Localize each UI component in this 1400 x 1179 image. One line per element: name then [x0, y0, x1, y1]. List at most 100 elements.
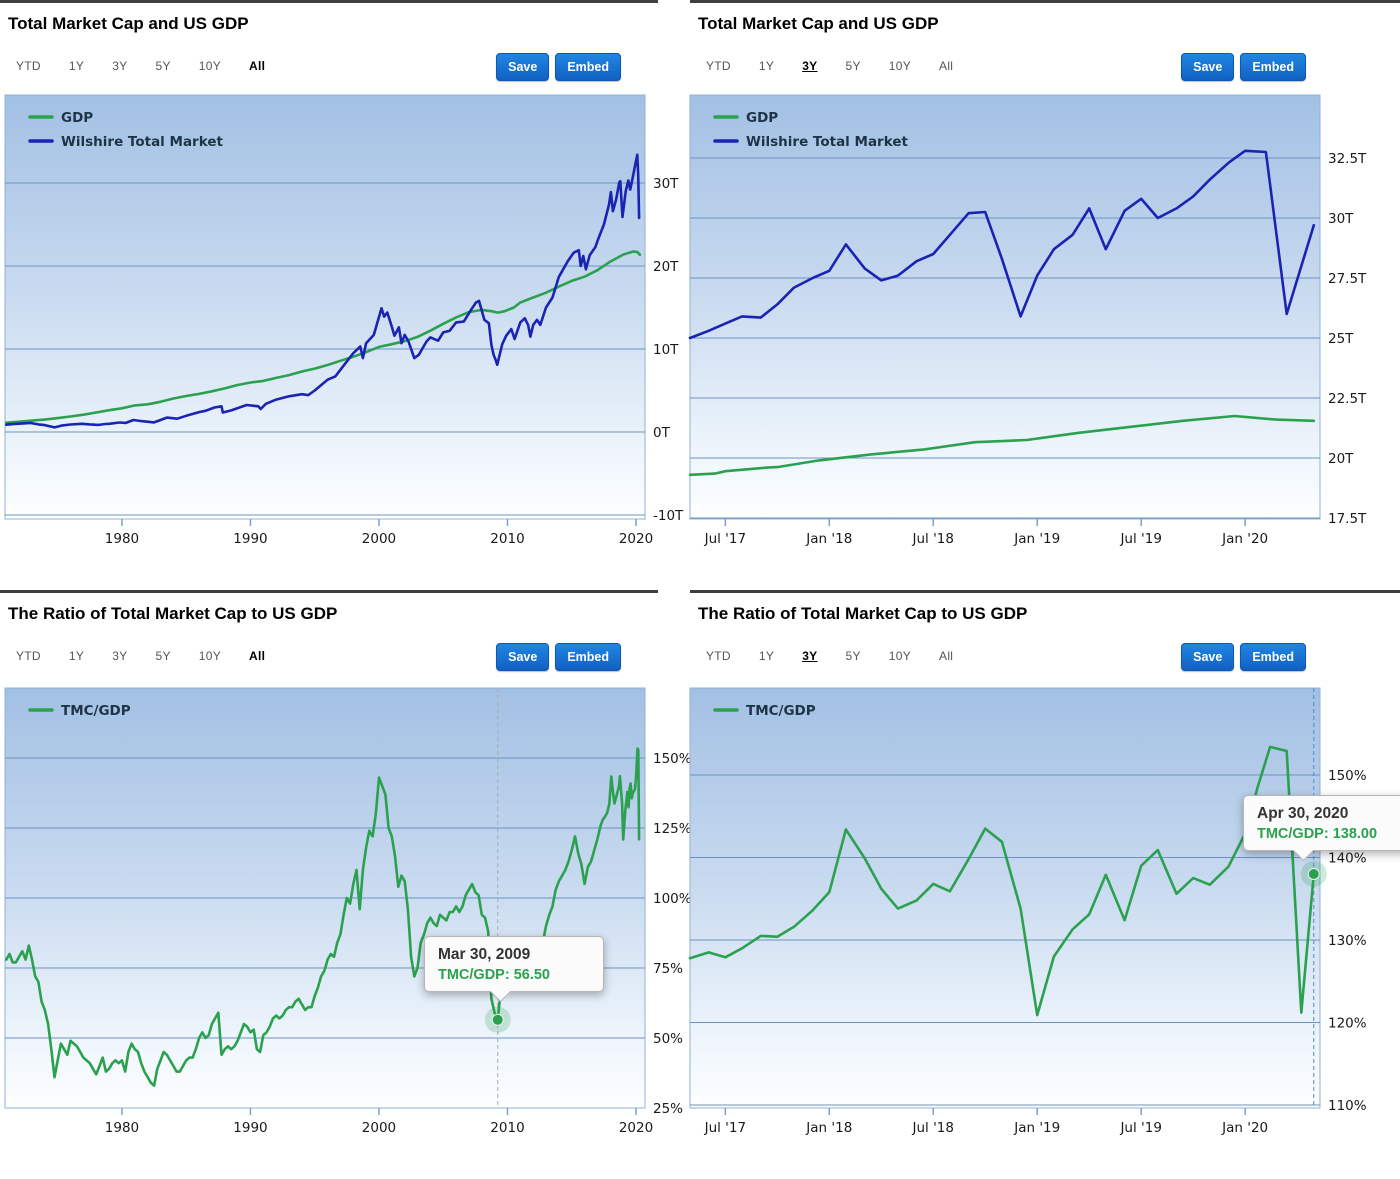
range-selector: YTD 1Y 3Y 5Y 10Y All [16, 59, 265, 73]
chart-ratio-3y: 150% 140% 130% 120% 110% Jul '17 Jan '18 Jul '1… [688, 687, 1367, 1136]
embed-button[interactable]: Embed [555, 53, 621, 81]
range-ytd[interactable]: YTD [16, 59, 41, 73]
y-axis-label: 27.5T [1328, 271, 1367, 287]
divider [690, 590, 1400, 593]
range-1y[interactable]: 1Y [68, 59, 85, 73]
y-axis-label: 30T [1328, 211, 1354, 227]
range-10y[interactable]: 10Y [888, 59, 912, 73]
range-1y[interactable]: 1Y [68, 649, 85, 663]
x-axis-label: Jan '19 [1013, 1120, 1060, 1136]
y-axis-label: 25T [1328, 331, 1354, 347]
save-button[interactable]: Save [1181, 53, 1235, 81]
chart-toolbar: YTD 1Y 3Y 5Y 10Y All Save Embed [0, 643, 658, 673]
data-point-marker[interactable] [1307, 867, 1320, 880]
legend-label[interactable]: GDP [746, 110, 778, 126]
range-5y[interactable]: 5Y [845, 59, 861, 73]
x-axis-label: Jan '18 [805, 1120, 852, 1136]
range-ytd[interactable]: YTD [16, 649, 41, 663]
series-wilshire-total-market[interactable] [688, 149, 1316, 340]
x-axis-label: 2000 [362, 531, 396, 547]
y-axis-label: 50% [653, 1031, 683, 1047]
range-1y[interactable]: 1Y [758, 59, 775, 73]
range-all[interactable]: All [939, 59, 954, 73]
range-ytd[interactable]: YTD [706, 59, 731, 73]
panel-tmc-gdp-3y: Total Market Cap and US GDP YTD 1Y 3Y 5Y 10Y… [690, 0, 1400, 590]
x-axis-label: Jan '18 [805, 531, 852, 547]
range-10y[interactable]: 10Y [198, 59, 222, 73]
range-5y[interactable]: 5Y [155, 649, 171, 663]
x-axis-label: 2020 [619, 1120, 653, 1136]
chart-tmc-gdp-3y: 32.5T 30T 27.5T 25T 22.5T 20T 17.5T Jul '17 Jan … [688, 94, 1367, 547]
series-gdp[interactable] [688, 414, 1316, 477]
plot-area [689, 94, 1321, 520]
chart-ratio-all: 150% 125% 100% 75% 50% 25% 1980 1990 2000 2010 202… [4, 687, 692, 1136]
x-axis-label: 1980 [105, 531, 139, 547]
divider [0, 0, 658, 3]
plot-area [4, 94, 646, 520]
y-axis-label: 120% [1328, 1016, 1367, 1032]
series-tmc-gdp[interactable] [688, 745, 1316, 1017]
series-gdp[interactable] [5, 250, 642, 425]
y-axis-label: 140% [1328, 850, 1367, 866]
tooltip-date: Mar 30, 2009 [438, 946, 531, 963]
series-wilshire-total-market[interactable] [5, 153, 641, 429]
x-axis-label: Jul '19 [1119, 1120, 1161, 1136]
legend-label[interactable]: TMC/GDP [61, 703, 131, 719]
save-button[interactable]: Save [496, 53, 550, 81]
x-axis-label: Jul '18 [912, 1120, 954, 1136]
divider [690, 0, 1400, 3]
chart-toolbar: YTD 1Y 3Y 5Y 10Y All Save Embed [690, 643, 1400, 673]
range-ytd[interactable]: YTD [706, 649, 731, 663]
panel-ratio-all: The Ratio of Total Market Cap to US GDP … [0, 590, 658, 1179]
legend-label[interactable]: Wilshire Total Market [61, 134, 223, 150]
y-axis-label: 150% [1328, 768, 1367, 784]
range-all[interactable]: All [939, 649, 954, 663]
range-5y[interactable]: 5Y [155, 59, 171, 73]
x-axis-label: Jan '19 [1013, 531, 1060, 547]
range-selector: YTD 1Y 3Y 5Y 10Y All [706, 649, 953, 663]
x-axis-label: Jan '20 [1221, 1120, 1268, 1136]
y-axis-label: 32.5T [1328, 151, 1367, 167]
range-1y[interactable]: 1Y [758, 649, 775, 663]
y-axis-label: 20T [1328, 451, 1354, 467]
range-10y[interactable]: 10Y [198, 649, 222, 663]
range-5y[interactable]: 5Y [845, 649, 861, 663]
chart-toolbar: YTD 1Y 3Y 5Y 10Y All Save Embed [0, 53, 658, 83]
y-axis-label: 30T [653, 176, 679, 192]
legend-label[interactable]: TMC/GDP [746, 703, 816, 719]
legend-label[interactable]: Wilshire Total Market [746, 134, 908, 150]
embed-button[interactable]: Embed [1240, 53, 1306, 81]
save-button[interactable]: Save [496, 643, 550, 671]
plot-area [689, 687, 1321, 1109]
range-10y[interactable]: 10Y [888, 649, 912, 663]
range-3y[interactable]: 3Y [112, 649, 128, 663]
range-3y[interactable]: 3Y [802, 59, 818, 73]
x-axis-label: Jul '17 [704, 531, 746, 547]
x-axis-label: 1980 [105, 1120, 139, 1136]
x-axis-label: 1990 [233, 531, 267, 547]
x-axis-label: Jan '20 [1221, 531, 1268, 547]
legend-label[interactable]: GDP [61, 110, 93, 126]
embed-button[interactable]: Embed [1240, 643, 1306, 671]
y-axis-label: -10T [653, 508, 684, 524]
y-axis-label: 0T [653, 425, 671, 441]
x-axis-label: Jul '17 [704, 1120, 746, 1136]
chart-tmc-gdp-all: 30T 20T 10T 0T -10T 1980 1990 2000 2010 2020 GDP Wi… [4, 94, 684, 547]
panel-ratio-3y: The Ratio of Total Market Cap to US GDP … [690, 590, 1400, 1179]
range-3y[interactable]: 3Y [112, 59, 128, 73]
series-tmc-gdp[interactable] [5, 747, 641, 1087]
x-axis-label: Jul '19 [1119, 531, 1161, 547]
embed-button[interactable]: Embed [555, 643, 621, 671]
range-all[interactable]: All [249, 59, 266, 73]
chart-tooltip: Apr 30, 2020 TMC/GDP: 138.00 [1243, 795, 1400, 862]
y-axis-label: 130% [1328, 933, 1367, 949]
save-button[interactable]: Save [1181, 643, 1235, 671]
range-all[interactable]: All [249, 649, 266, 663]
chart-title: Total Market Cap and US GDP [8, 14, 249, 33]
data-point-marker[interactable] [491, 1013, 504, 1026]
y-axis-label: 75% [653, 961, 683, 977]
y-axis-label: 110% [1328, 1098, 1367, 1114]
range-3y[interactable]: 3Y [802, 649, 818, 663]
